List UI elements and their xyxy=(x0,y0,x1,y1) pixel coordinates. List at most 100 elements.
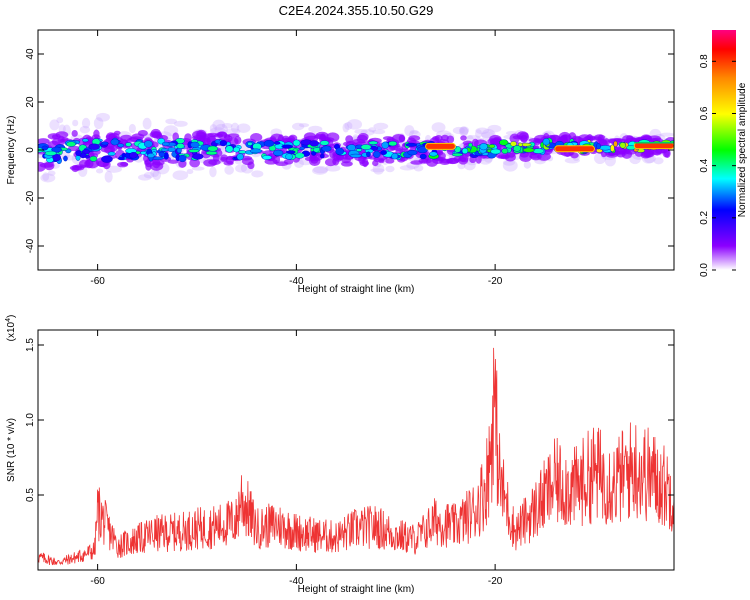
spectrogram-cell xyxy=(385,158,395,164)
spectrogram-x-tick-label: -20 xyxy=(488,276,503,287)
spectrogram-cell xyxy=(117,161,129,168)
colorbar-gradient xyxy=(712,30,736,270)
spectrogram-cell xyxy=(294,152,305,159)
spectrogram-cell xyxy=(44,150,57,156)
spectrogram-cell xyxy=(452,126,465,135)
spectrogram-cell xyxy=(502,159,518,172)
spectrogram-heatmap xyxy=(38,112,674,183)
spectrogram-cell xyxy=(475,127,490,135)
spectrogram-cell xyxy=(56,117,64,124)
spectrogram-cell xyxy=(429,151,438,157)
spectrogram-cell xyxy=(398,134,405,143)
spectrogram-y-tick-label: 20 xyxy=(25,96,36,108)
spectrogram-cell xyxy=(235,164,247,173)
spectrogram-cell xyxy=(238,150,247,154)
spectrogram-cell xyxy=(95,168,104,174)
spectrogram-cell xyxy=(89,155,98,162)
spectrogram-cell xyxy=(459,153,469,163)
spectrogram-cell xyxy=(659,132,674,137)
spectrogram-cell xyxy=(347,119,363,130)
spectrogram-x-label: Height of straight line (km) xyxy=(298,284,415,295)
spectrogram-cell xyxy=(622,135,634,143)
colorbar-ticks: 0.0 0.2 0.4 0.6 0.8 xyxy=(699,54,736,277)
spectrogram-cell xyxy=(404,125,415,137)
spectrogram-y-tick-label: -40 xyxy=(25,238,36,253)
spectrogram-cell xyxy=(205,150,218,156)
spectrogram-cell xyxy=(190,141,200,148)
spectrogram-cell xyxy=(596,143,601,150)
spectrogram-cell xyxy=(236,123,251,133)
spectrogram-cell xyxy=(176,143,185,149)
spectrogram-cell xyxy=(610,144,615,152)
snr-y-label: SNR (10 * v/v) xyxy=(6,418,17,482)
spectrogram-cell xyxy=(230,122,240,134)
spectrogram-cell xyxy=(203,159,217,167)
spectrogram-cell xyxy=(189,158,201,168)
spectrogram-cell xyxy=(298,123,310,128)
spectrogram-cell xyxy=(225,128,241,135)
spectrogram-cell xyxy=(82,138,89,143)
spectrogram-cell xyxy=(488,144,496,149)
snr-axis-ticks: -60 -40 -20 0.5 1.0 1.5 xyxy=(25,330,674,587)
spectrogram-cell xyxy=(167,147,176,152)
spectrogram-cell xyxy=(236,153,244,161)
spectrogram-cell xyxy=(303,132,317,141)
spectrogram-cell xyxy=(147,153,155,159)
spectrogram-cell xyxy=(382,136,394,141)
spectrogram-cell xyxy=(388,140,398,147)
spectrogram-cell xyxy=(459,126,470,135)
spectrogram-cell xyxy=(366,151,371,157)
spectrogram-cell xyxy=(101,155,113,163)
spectrogram-cell xyxy=(285,153,293,160)
spectrogram-cell xyxy=(38,138,50,145)
spectrogram-cell xyxy=(440,134,449,142)
spectrogram-cell xyxy=(629,154,641,165)
spectrogram-y-tick-label: 40 xyxy=(25,48,36,60)
spectrogram-cell xyxy=(413,164,424,172)
spectrogram-cell xyxy=(191,166,205,171)
snr-x-tick-label: -40 xyxy=(289,576,304,587)
spectrogram-cell xyxy=(128,123,136,134)
spectrogram-cell xyxy=(319,140,330,146)
snr-y-tick-label: 1.0 xyxy=(25,413,36,427)
spectrogram-cell xyxy=(320,153,325,159)
spectrogram-cell xyxy=(512,135,524,140)
spectrogram-cell xyxy=(419,153,427,160)
spectrogram-cell xyxy=(167,159,179,164)
spectrogram-cell xyxy=(273,141,281,145)
spectrogram-cell xyxy=(325,164,341,172)
spectrogram-cell xyxy=(352,138,366,145)
spectrogram-cell xyxy=(292,139,301,147)
spectrogram-cell xyxy=(368,127,377,133)
spectrogram-cell xyxy=(75,150,82,157)
spectrogram-cell xyxy=(71,130,78,137)
spectrogram-cell xyxy=(354,129,368,135)
spectrogram-cell xyxy=(522,147,535,153)
spectrogram-cell xyxy=(391,152,399,160)
snr-y-tick-label: 0.5 xyxy=(25,488,36,502)
snr-y-multiplier: (x104) xyxy=(5,315,17,342)
spectrogram-cell xyxy=(588,136,603,141)
spectrogram-cell xyxy=(42,172,50,181)
spectrogram-cell xyxy=(459,126,469,137)
snr-x-tick-label: -20 xyxy=(488,576,503,587)
spectrogram-cell xyxy=(88,143,100,150)
spectrogram-cell xyxy=(359,160,370,167)
spectrogram-cell xyxy=(409,129,419,134)
spectrogram-cell xyxy=(319,133,326,142)
spectrogram-cell xyxy=(143,171,155,179)
spectrogram-cell xyxy=(93,117,104,130)
spectrogram-cell xyxy=(292,122,305,131)
colorbar-tick-label: 0.0 xyxy=(699,263,710,277)
spectrogram-cell xyxy=(152,169,162,181)
spectrogram-cell xyxy=(233,146,240,153)
spectrogram-cell xyxy=(104,170,113,183)
spectrogram-cell xyxy=(475,129,483,139)
spectrogram-cell xyxy=(52,153,61,162)
spectrogram-cell xyxy=(188,149,200,153)
spectrogram-cell xyxy=(490,148,501,155)
spectrogram-cell xyxy=(144,140,153,148)
spectrogram-cell xyxy=(460,135,467,141)
spectrogram-cell xyxy=(160,148,169,152)
spectrogram-cell xyxy=(106,165,122,173)
